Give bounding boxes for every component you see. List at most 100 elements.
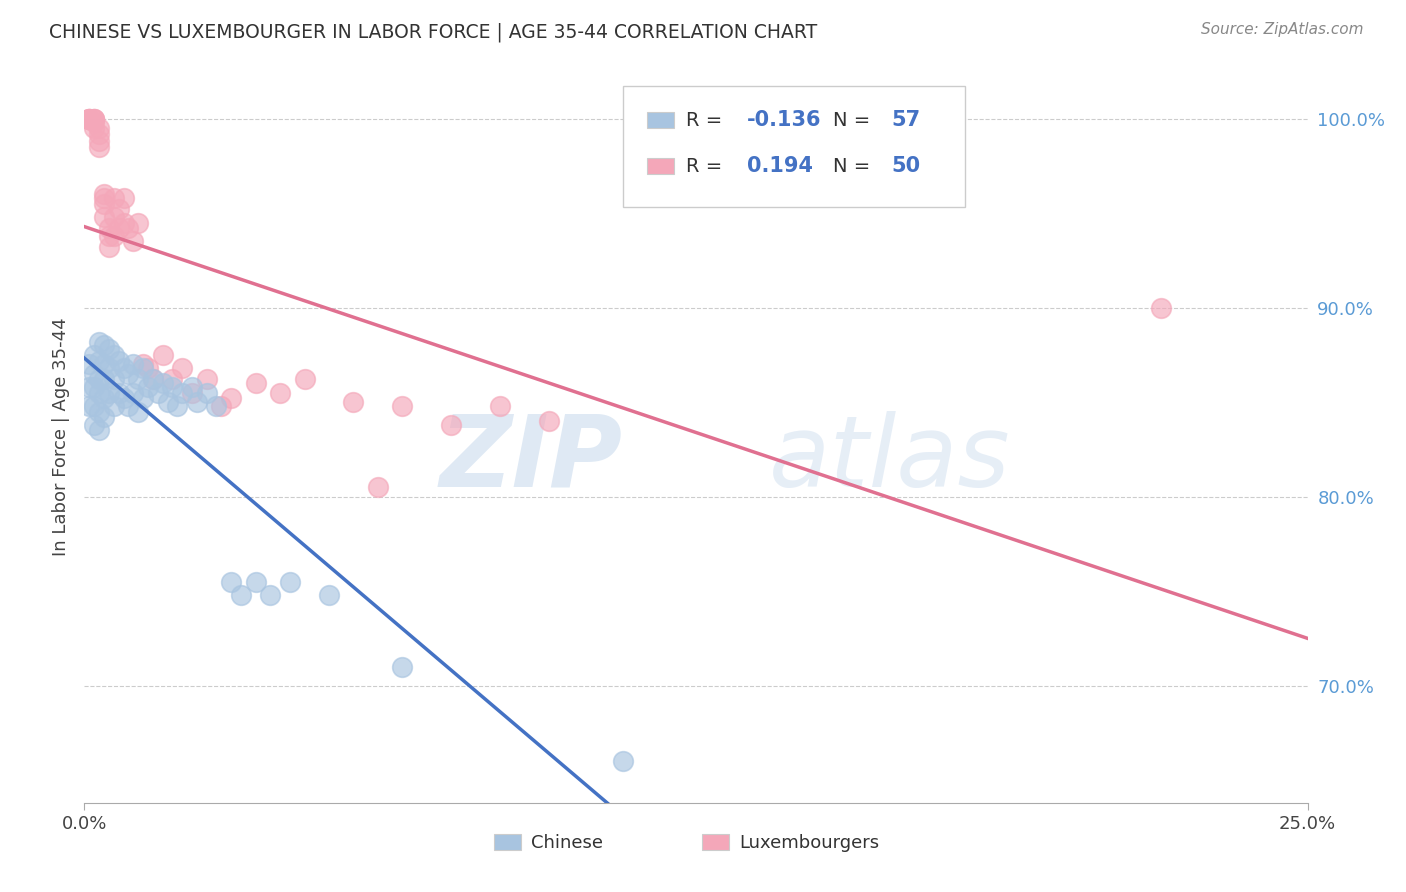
Point — [152, 376, 174, 391]
Point — [612, 754, 634, 768]
Point — [107, 353, 129, 368]
Point — [172, 385, 194, 400]
Point — [103, 372, 125, 386]
Point — [87, 372, 110, 386]
Text: 57: 57 — [891, 111, 921, 130]
Point — [93, 372, 115, 386]
Point — [391, 399, 413, 413]
Point — [127, 372, 149, 386]
Point — [112, 392, 135, 406]
Point — [112, 216, 135, 230]
Point — [107, 221, 129, 235]
Point — [391, 659, 413, 673]
Point — [278, 574, 301, 589]
Point — [83, 348, 105, 362]
Point — [83, 417, 105, 432]
Point — [107, 202, 129, 217]
Point — [83, 121, 105, 136]
Text: -0.136: -0.136 — [748, 111, 823, 130]
Point — [172, 361, 194, 376]
Point — [87, 127, 110, 141]
Point — [107, 385, 129, 400]
Point — [83, 367, 105, 381]
Point — [77, 112, 100, 126]
Point — [93, 338, 115, 352]
FancyBboxPatch shape — [647, 112, 673, 128]
Point — [93, 191, 115, 205]
Point — [93, 210, 115, 224]
Point — [209, 399, 232, 413]
Point — [117, 367, 139, 381]
Point — [122, 357, 145, 371]
Point — [83, 115, 105, 129]
Point — [97, 228, 120, 243]
Point — [87, 121, 110, 136]
Point — [142, 372, 165, 386]
FancyBboxPatch shape — [494, 834, 522, 850]
Text: atlas: atlas — [769, 410, 1011, 508]
Point — [103, 210, 125, 224]
Text: Source: ZipAtlas.com: Source: ZipAtlas.com — [1201, 22, 1364, 37]
Y-axis label: In Labor Force | Age 35-44: In Labor Force | Age 35-44 — [52, 318, 70, 557]
FancyBboxPatch shape — [702, 834, 728, 850]
Point — [219, 574, 242, 589]
Point — [87, 134, 110, 148]
Point — [87, 334, 110, 349]
Point — [97, 342, 120, 356]
Point — [538, 414, 561, 428]
Point — [146, 385, 169, 400]
Point — [77, 112, 100, 126]
Point — [162, 372, 184, 386]
Point — [87, 424, 110, 438]
FancyBboxPatch shape — [647, 159, 673, 175]
Text: ZIP: ZIP — [440, 410, 623, 508]
Point — [77, 357, 100, 371]
Point — [117, 221, 139, 235]
Point — [142, 372, 165, 386]
Point — [93, 410, 115, 425]
Point — [77, 112, 100, 126]
Point — [103, 399, 125, 413]
Point — [83, 112, 105, 126]
Point — [87, 353, 110, 368]
Text: 0.194: 0.194 — [748, 156, 813, 177]
Point — [83, 380, 105, 394]
Point — [103, 191, 125, 205]
FancyBboxPatch shape — [623, 86, 965, 207]
Point — [229, 588, 252, 602]
Point — [195, 372, 218, 386]
Point — [132, 361, 155, 376]
Point — [83, 399, 105, 413]
Point — [93, 196, 115, 211]
Point — [93, 357, 115, 371]
Point — [136, 380, 159, 394]
Point — [186, 395, 208, 409]
Point — [97, 361, 120, 376]
Point — [269, 385, 291, 400]
Point — [162, 380, 184, 394]
Point — [87, 140, 110, 154]
Text: R =: R = — [686, 157, 723, 176]
Point — [127, 404, 149, 418]
Point — [127, 216, 149, 230]
Point — [219, 392, 242, 406]
Point — [112, 361, 135, 376]
Point — [132, 392, 155, 406]
Point — [117, 399, 139, 413]
Point — [87, 404, 110, 418]
Point — [181, 380, 204, 394]
Point — [440, 417, 463, 432]
Point — [181, 385, 204, 400]
Point — [122, 235, 145, 249]
Point — [342, 395, 364, 409]
Text: N =: N = — [832, 157, 870, 176]
Point — [103, 228, 125, 243]
Point — [112, 191, 135, 205]
Point — [122, 385, 145, 400]
Point — [83, 112, 105, 126]
Point — [97, 385, 120, 400]
Point — [77, 399, 100, 413]
Point — [97, 221, 120, 235]
Point — [245, 376, 267, 391]
Point — [195, 385, 218, 400]
